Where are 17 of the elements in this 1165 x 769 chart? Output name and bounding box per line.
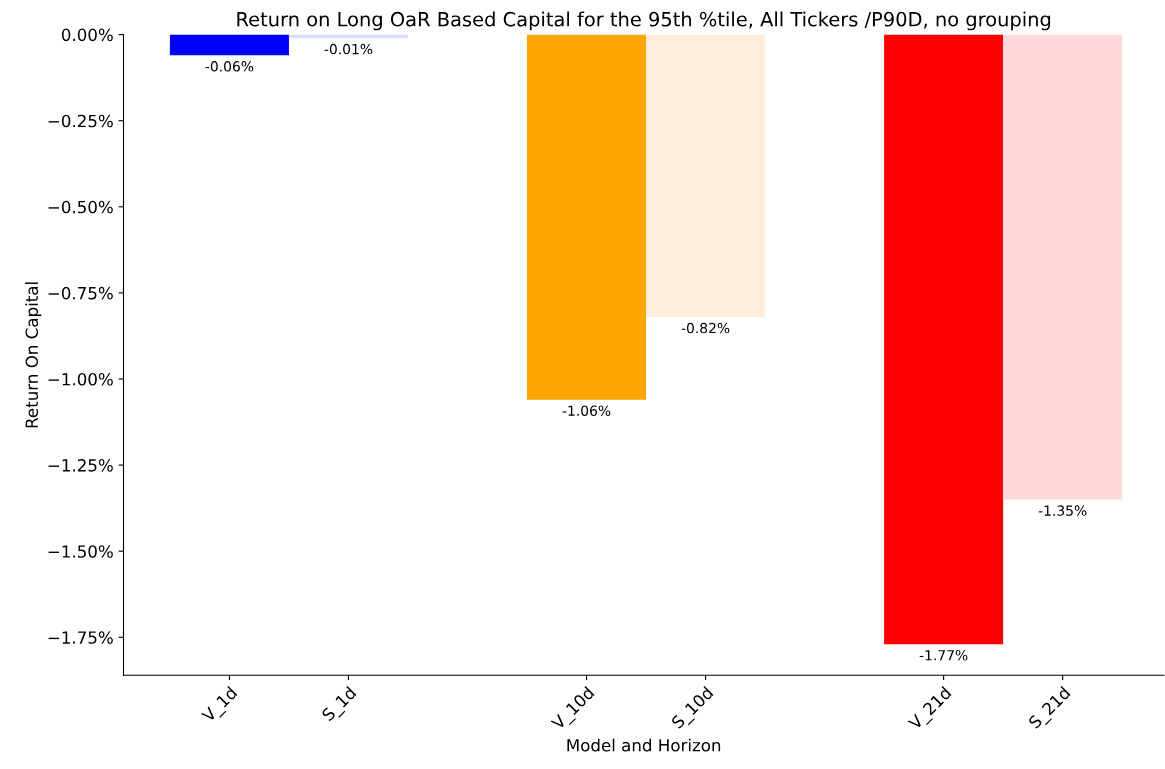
data-label: -1.77% [919,649,968,661]
y-tick-label: −1.25% [48,459,113,472]
y-tick-label: −1.75% [48,631,113,644]
y-tick-label: −0.75% [48,286,113,300]
data-label: -0.01% [324,43,373,55]
x-axis-title: Model and Horizon [567,738,721,752]
y-tick-label: −0.25% [48,114,113,128]
y-tick-label: −1.00% [48,372,113,386]
chart-title: Return on Long OaR Based Capital for the 95th %tile, All Tickers /P90D, no grouping [237,11,1051,31]
y-tick-label: −1.50% [48,545,113,558]
y-axis-title: Return On Capital [25,282,42,428]
y-tick-label: 0.00% [61,28,113,42]
data-label: -1.35% [1038,505,1087,516]
data-label: -0.82% [681,322,730,334]
data-label: -0.06% [205,61,254,72]
data-label: -1.06% [562,405,611,416]
y-tick-label: −0.50% [48,200,113,214]
